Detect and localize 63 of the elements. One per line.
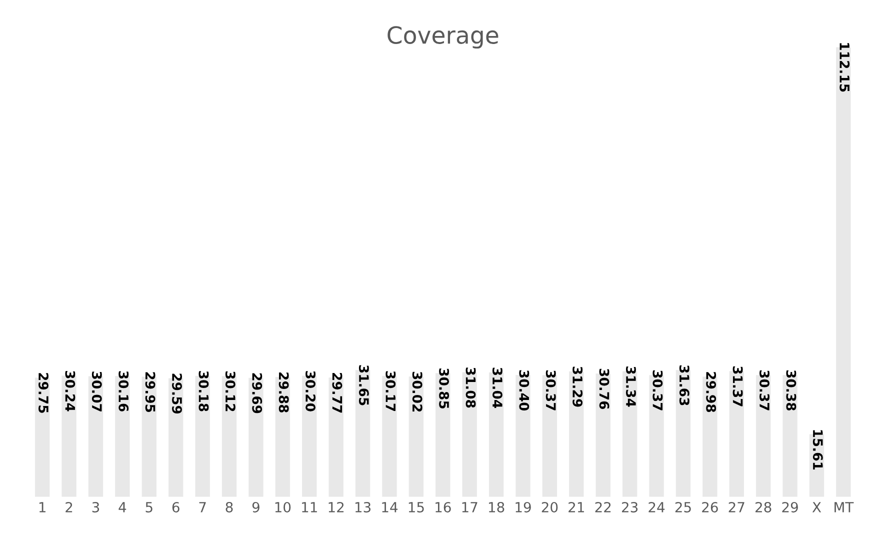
x-tick-label: 6 [172,502,180,512]
data-label: 31.29 [572,366,583,407]
data-label: 31.63 [679,365,690,406]
x-tick-label: 23 [622,502,638,512]
chart-title: Coverage [388,26,498,49]
data-label: 29.88 [278,372,289,412]
x-tick-label: 16 [436,502,451,512]
x-tick-label: 21 [568,502,584,512]
x-tick-label: 8 [226,502,233,512]
x-tick-label: 13 [355,502,370,512]
data-label: 29.98 [706,372,716,412]
x-tick-label: 5 [146,502,152,512]
x-tick-label: 22 [595,502,611,512]
x-tick-label: 15 [408,502,424,512]
x-tick-label: 19 [516,502,531,512]
data-label: 29.59 [172,374,182,414]
data-label: 30.38 [786,370,796,410]
data-label: 30.07 [92,372,102,412]
x-tick-label: 10 [275,502,291,512]
x-tick-label: 27 [728,502,744,512]
x-tick-label: 29 [782,502,798,512]
data-label: 30.37 [652,370,663,410]
x-tick-label: 18 [488,502,504,512]
x-tick-label: 11 [302,502,317,512]
data-label: 30.02 [412,372,422,412]
x-tick-label: 28 [756,502,772,512]
data-label: 30.24 [65,370,76,412]
x-tick-label: 17 [462,502,478,512]
data-label: 31.37 [732,366,743,406]
data-label: 30.76 [599,368,610,410]
data-label: 30.12 [225,371,236,412]
data-label: 30.16 [118,371,129,412]
x-tick-label: 14 [382,502,398,512]
data-label: 30.37 [760,370,770,410]
data-label: 31.65 [358,365,369,406]
data-label: 31.04 [492,368,502,408]
data-label: 30.17 [386,371,396,412]
data-label: 30.20 [306,371,316,412]
data-label: 30.40 [519,370,530,411]
data-label: 30.85 [439,368,450,408]
x-tick-label: 3 [92,502,100,512]
x-tick-label: 1 [39,502,46,512]
x-tick-label: 4 [118,502,126,512]
data-label: 29.69 [252,373,262,414]
data-label: 29.95 [145,372,156,412]
x-tick-label: 20 [542,502,558,512]
x-tick-label: X [812,502,822,512]
x-tick-label: 24 [648,502,665,512]
x-tick-label: 26 [702,502,718,512]
data-label: 31.34 [626,366,636,407]
x-tick-label: 12 [328,502,344,512]
x-tick-label: 2 [66,502,72,512]
data-label: 31.08 [466,368,476,408]
data-label: 15.61 [812,430,823,470]
x-tick-label: MT [834,502,854,512]
data-label: 29.75 [38,373,48,413]
data-label: 29.77 [332,372,342,413]
x-tick-label: 9 [252,502,260,512]
x-tick-label: 25 [675,502,691,512]
data-label: 30.37 [546,370,556,410]
x-tick-label: 7 [199,502,206,512]
data-label: 112.15 [840,43,850,92]
data-label: 30.18 [198,371,209,412]
